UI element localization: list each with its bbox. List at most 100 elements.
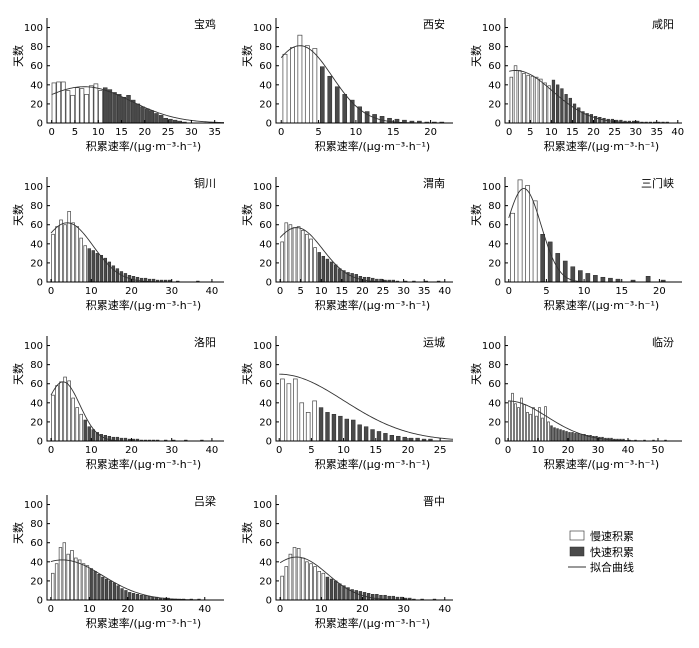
y-tick-label: 0 bbox=[495, 119, 501, 130]
x-tick-label: 25 bbox=[608, 127, 621, 138]
slow-bar bbox=[534, 76, 539, 124]
x-tick-label: 10 bbox=[315, 286, 328, 297]
x-tick-label: 0 bbox=[48, 286, 54, 297]
y-tick-label: 80 bbox=[259, 360, 272, 371]
fast-bar bbox=[577, 433, 580, 442]
slow-bar bbox=[60, 81, 66, 124]
fast-bar bbox=[334, 264, 338, 283]
x-tick-label: 10 bbox=[83, 604, 96, 615]
x-tick-label: 10 bbox=[350, 127, 363, 138]
x-tick-label: 30 bbox=[397, 604, 410, 615]
slow-bar bbox=[71, 222, 75, 283]
fast-bar bbox=[119, 271, 124, 283]
x-tick-label: 40 bbox=[206, 445, 219, 456]
x-tick-label: 20 bbox=[125, 445, 138, 456]
slow-bar bbox=[83, 245, 87, 283]
x-tick-label: 0 bbox=[278, 127, 284, 138]
y-tick-label: 80 bbox=[488, 42, 501, 53]
y-tick-label: 80 bbox=[259, 201, 272, 212]
x-tick-label: 0 bbox=[505, 445, 511, 456]
fast-bar bbox=[131, 593, 136, 601]
fast-bar bbox=[560, 88, 564, 124]
slow-bar bbox=[529, 413, 532, 442]
fast-bar bbox=[608, 277, 613, 283]
fast-bar bbox=[354, 590, 358, 601]
slow-bar bbox=[51, 572, 55, 601]
x-tick-label: 10 bbox=[315, 604, 328, 615]
y-tick-label: 100 bbox=[482, 341, 501, 352]
slow-bar bbox=[510, 212, 515, 283]
fast-bar bbox=[320, 66, 325, 124]
y-axis-title: 天数 bbox=[241, 204, 254, 226]
fast-bar bbox=[389, 435, 395, 442]
fast-bar bbox=[135, 103, 141, 124]
x-tick-label: 40 bbox=[438, 286, 451, 297]
slow-bar bbox=[81, 563, 86, 601]
fast-bar bbox=[383, 433, 388, 442]
fast-bar bbox=[598, 436, 601, 442]
x-tick-label: 20 bbox=[138, 127, 151, 138]
y-tick-label: 100 bbox=[24, 182, 43, 193]
x-tick-label: 20 bbox=[121, 604, 134, 615]
slow-bar bbox=[280, 241, 284, 283]
fast-bar bbox=[107, 435, 112, 442]
slow-bar bbox=[74, 87, 80, 124]
slow-bar bbox=[299, 402, 305, 442]
x-axis-title: 积累速率/(μg·m⁻³·h⁻¹) bbox=[86, 616, 201, 630]
fast-bar bbox=[375, 594, 379, 601]
slow-bar bbox=[305, 233, 309, 283]
slow-bar bbox=[309, 563, 313, 601]
fast-bar bbox=[107, 89, 113, 124]
slow-bar bbox=[66, 553, 70, 601]
fit-curve bbox=[51, 86, 225, 124]
slow-bar bbox=[51, 394, 55, 442]
x-tick-label: 5 bbox=[72, 127, 78, 138]
slow-bar bbox=[544, 406, 547, 442]
y-tick-label: 20 bbox=[259, 417, 272, 428]
slow-bar bbox=[288, 553, 293, 601]
slow-bar bbox=[304, 45, 310, 124]
fast-bar bbox=[334, 86, 340, 124]
x-tick-label: 50 bbox=[652, 445, 665, 456]
slow-bar bbox=[62, 542, 67, 601]
y-axis-title: 天数 bbox=[470, 363, 483, 385]
fast-bar bbox=[645, 276, 651, 283]
legend-fast-swatch bbox=[569, 546, 585, 557]
panel-title: 咸阳 bbox=[652, 18, 674, 31]
x-axis-title: 积累速率/(μg·m⁻³·h⁻¹) bbox=[544, 139, 659, 153]
x-axis-title: 积累速率/(μg·m⁻³·h⁻¹) bbox=[315, 139, 430, 153]
fast-bar bbox=[121, 96, 127, 124]
axes bbox=[275, 18, 453, 124]
fast-bar bbox=[143, 594, 147, 601]
fast-bar bbox=[329, 261, 334, 283]
slow-bar bbox=[312, 400, 317, 442]
y-tick-label: 60 bbox=[488, 61, 501, 72]
fast-bar bbox=[321, 255, 326, 283]
fast-bar bbox=[338, 583, 342, 601]
panel-西安: 0 20 40 60 80 100 0 5 10 15 20 西安天数积累速率/(μg·m⁻³·h⁻¹… bbox=[241, 17, 453, 153]
y-tick-label: 60 bbox=[30, 538, 43, 549]
x-axis-title: 积累速率/(μg·m⁻³·h⁻¹) bbox=[544, 457, 659, 471]
slow-bar bbox=[280, 378, 285, 442]
slow-bar bbox=[513, 65, 518, 124]
y-tick-label: 80 bbox=[259, 519, 272, 530]
x-tick-label: 30 bbox=[165, 445, 178, 456]
fast-bar bbox=[91, 429, 95, 442]
y-tick-label: 100 bbox=[24, 23, 43, 34]
y-tick-label: 60 bbox=[259, 379, 272, 390]
slow-bar bbox=[286, 383, 292, 442]
fast-bar bbox=[593, 275, 598, 283]
fast-bar bbox=[396, 435, 401, 442]
fast-bar bbox=[559, 429, 562, 442]
panel-title: 铜川 bbox=[194, 176, 216, 190]
x-tick-label: 40 bbox=[198, 604, 211, 615]
slow-bar bbox=[309, 238, 313, 283]
y-tick-label: 80 bbox=[259, 42, 272, 53]
x-tick-label: 5 bbox=[308, 445, 314, 456]
x-tick-label: 15 bbox=[615, 286, 628, 297]
fast-bar bbox=[325, 258, 330, 283]
fast-bar bbox=[371, 594, 375, 601]
y-tick-label: 60 bbox=[30, 379, 43, 390]
